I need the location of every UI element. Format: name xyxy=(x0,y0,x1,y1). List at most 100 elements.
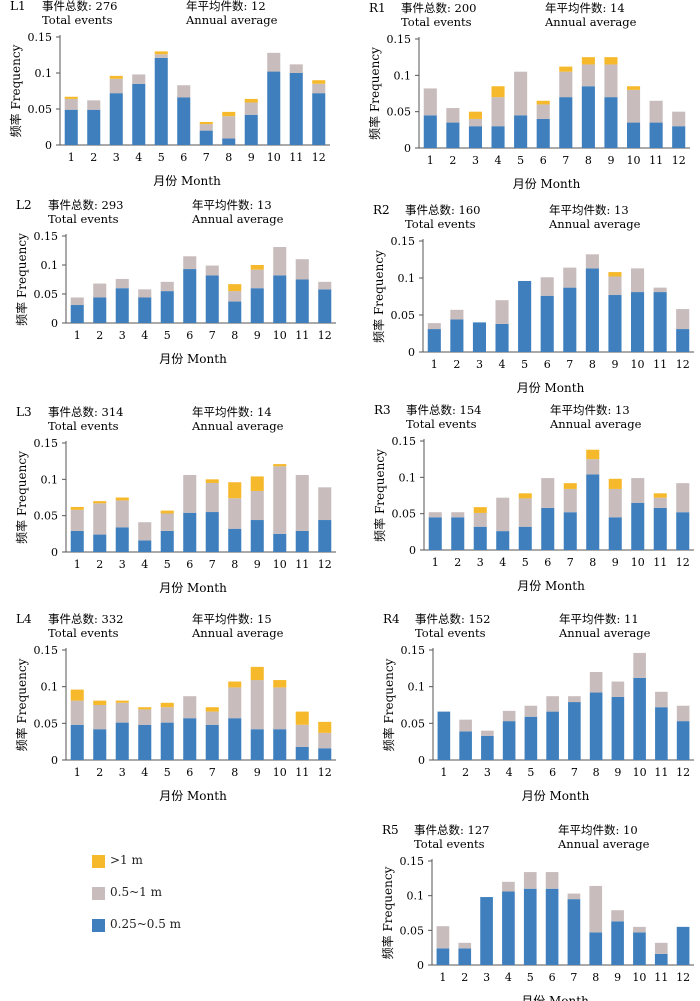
r5-total-events-label: Total events xyxy=(414,837,485,851)
legend-item-0_25-0_5m: 0.25~0.5 m xyxy=(92,916,252,936)
r4-xtick-label: 5 xyxy=(527,766,534,779)
r1-bar-8-_1_m xyxy=(581,57,595,65)
l1-total-events-value: 事件总数: 276 xyxy=(42,0,117,13)
r5-bar-2-0_25_0_5_m xyxy=(458,948,472,965)
l1-bar-1-_1_m xyxy=(64,96,78,99)
l2-xtick-label: 8 xyxy=(231,329,238,342)
r1-ytick-label: 0 xyxy=(404,142,411,155)
r4-bar-12-0_5_1_m xyxy=(676,705,690,722)
r3-bar-10-0_25_0_5_m xyxy=(631,502,645,550)
r4-bar-11-0_25_0_5_m xyxy=(655,707,668,760)
r4-bar-9-0_5_1_m xyxy=(611,681,625,697)
l2-total-events-label: Total events xyxy=(48,212,119,226)
l2-panel-id: L2 xyxy=(16,198,32,212)
l3-bar-11-0_25_0_5_m xyxy=(295,530,309,552)
r2-bar-4-0_5_1_m xyxy=(495,300,509,324)
l4-bar-1-0_5_1_m xyxy=(70,700,84,725)
r4-xtick-label: 7 xyxy=(571,766,578,779)
r2-annual-average-label: Annual average xyxy=(548,217,641,231)
l1-bar-4-0_5_1_m xyxy=(132,74,146,84)
r1-bar-4-0_5_1_m xyxy=(491,97,505,127)
r1-xtick-label: 6 xyxy=(540,154,547,167)
l1-ytick-label: 0 xyxy=(45,139,52,152)
l1-bar-9-_1_m xyxy=(244,98,258,103)
r3-bar-3-0_25_0_5_m xyxy=(473,526,487,550)
r1-xtick-label: 7 xyxy=(562,154,569,167)
l2-bar-9-0_5_1_m xyxy=(250,269,264,289)
l3-bar-1-0_5_1_m xyxy=(70,509,84,531)
r4-xtick-label: 6 xyxy=(549,766,556,779)
r1-ytick-label: 0.15 xyxy=(387,33,412,46)
l3-total-events-value: 事件总数: 314 xyxy=(48,405,123,419)
l3-ytick-label: 0.05 xyxy=(34,510,59,523)
l3-bar-10-0_5_1_m xyxy=(273,466,287,534)
r4-xtick-label: 8 xyxy=(593,766,600,779)
l2-ytick-label: 0 xyxy=(51,317,58,330)
l4-bar-5-0_25_0_5_m xyxy=(160,722,174,760)
r3-bar-8-0_25_0_5_m xyxy=(586,474,600,550)
l4-bar-6-0_5_1_m xyxy=(183,696,197,719)
l3-bar-12-0_5_1_m xyxy=(318,487,332,521)
l2-xtick-label: 11 xyxy=(295,329,309,342)
l1-ytick-label: 0.1 xyxy=(35,67,53,80)
l4-ytick-label: 0 xyxy=(51,754,58,767)
l2-bar-1-0_25_0_5_m xyxy=(70,305,84,323)
r4-xtick-label: 1 xyxy=(440,766,447,779)
l3-bar-2-0_5_1_m xyxy=(93,503,107,535)
r3-bar-6-0_5_1_m xyxy=(541,478,555,508)
l3-xtick-label: 3 xyxy=(119,558,126,571)
l3-bar-4-0_25_0_5_m xyxy=(138,540,152,552)
l4-bar-3-_1_m xyxy=(115,700,129,703)
r2-annual-average-value: 年平均件数: 13 xyxy=(549,203,629,217)
l1-ylabel: 频率 Frequency xyxy=(8,44,23,137)
r5-xtick-label: 7 xyxy=(570,971,577,984)
r1-xtick-label: 8 xyxy=(585,154,592,167)
l3-bar-9-_1_m xyxy=(250,476,264,491)
l2-ylabel: 频率 Frequency xyxy=(14,233,29,326)
l1-bar-6-0_5_1_m xyxy=(177,85,191,98)
r2-total-events-label: Total events xyxy=(405,217,476,231)
l3-bar-9-0_5_1_m xyxy=(250,490,264,521)
l1-xtick-label: 7 xyxy=(203,151,210,164)
l4-ytick-label: 0.05 xyxy=(34,717,59,730)
l1-bar-3-0_25_0_5_m xyxy=(109,93,123,145)
l4-total-events-value: 事件总数: 332 xyxy=(48,612,123,626)
l1-xtick-label: 8 xyxy=(225,151,232,164)
l1-bar-12-0_25_0_5_m xyxy=(312,93,326,145)
l2-xtick-label: 5 xyxy=(164,329,171,342)
l4-bar-2-_1_m xyxy=(93,700,107,705)
r3-xtick-label: 9 xyxy=(612,556,619,569)
l4-bar-12-0_5_1_m xyxy=(318,732,332,749)
r5-bar-1-0_25_0_5_m xyxy=(436,948,450,965)
l3-xtick-label: 2 xyxy=(96,558,103,571)
l4-bar-8-0_25_0_5_m xyxy=(228,718,242,760)
l2-bar-11-0_5_1_m xyxy=(295,259,309,280)
r2-bar-10-0_25_0_5_m xyxy=(630,292,645,352)
l3-bar-1-_1_m xyxy=(70,506,84,510)
l4-xtick-label: 11 xyxy=(295,766,309,779)
r2-bar-1-0_25_0_5_m xyxy=(427,329,441,352)
r1-bar-8-0_5_1_m xyxy=(581,64,595,87)
r4-xtick-label: 12 xyxy=(676,766,690,779)
r5-bar-8-0_25_0_5_m xyxy=(589,932,603,965)
r5-bar-3-0_25_0_5_m xyxy=(480,897,493,965)
l4-ytick-label: 0.1 xyxy=(41,681,59,694)
l2-ytick-label: 0.1 xyxy=(41,259,59,272)
l4-bar-1-0_25_0_5_m xyxy=(70,724,84,760)
l3-bar-8-_1_m xyxy=(228,482,242,499)
r2-panel-id: R2 xyxy=(373,203,390,217)
r3-bar-11-_1_m xyxy=(653,493,667,498)
r3-bar-12-0_5_1_m xyxy=(676,483,690,513)
r4-annual-average-value: 年平均件数: 11 xyxy=(559,612,639,626)
r3-total-events-label: Total events xyxy=(406,417,477,431)
r4-bar-6-0_5_1_m xyxy=(546,696,559,712)
l4-bar-10-0_25_0_5_m xyxy=(273,729,287,760)
r5-bar-9-0_5_1_m xyxy=(611,910,624,922)
r4-bar-7-0_5_1_m xyxy=(568,696,581,703)
l1-total-events-label: Total events xyxy=(42,13,113,27)
r2-bar-8-0_25_0_5_m xyxy=(585,268,599,352)
r3-ytick-label: 0.05 xyxy=(392,508,417,521)
r1-xtick-label: 2 xyxy=(449,154,456,167)
r3-bar-5-_1_m xyxy=(518,493,532,499)
